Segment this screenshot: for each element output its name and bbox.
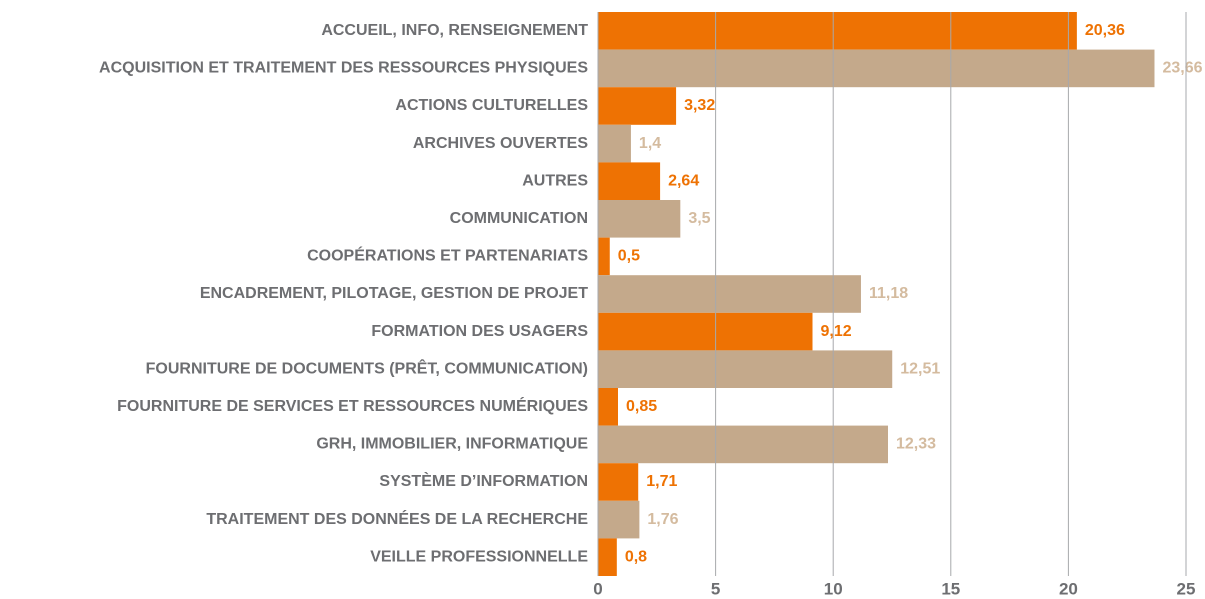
- bar: [598, 49, 1155, 88]
- x-tick-label: 20: [1059, 579, 1078, 598]
- value-label: 0,5: [618, 248, 640, 265]
- bar: [598, 463, 639, 501]
- bar: [598, 275, 861, 313]
- value-label: 11,18: [869, 285, 908, 302]
- value-label: 9,12: [821, 323, 852, 340]
- category-label: ACCUEIL, INFO, RENSEIGNEMENT: [321, 22, 588, 39]
- category-label: VEILLE PROFESSIONNELLE: [370, 548, 588, 565]
- category-label: ACQUISITION ET TRAITEMENT DES RESSOURCES…: [99, 60, 588, 77]
- bar: [598, 124, 631, 163]
- category-label: SYSTÈME D’INFORMATION: [379, 471, 588, 490]
- category-label: FORMATION DES USAGERS: [371, 323, 588, 340]
- category-label: ENCADREMENT, PILOTAGE, GESTION DE PROJET: [200, 285, 588, 302]
- bar: [598, 87, 677, 125]
- bar: [598, 388, 618, 426]
- x-tick-label: 0: [593, 579, 602, 598]
- category-label: ACTIONS CULTURELLES: [395, 97, 588, 114]
- value-label: 0,8: [625, 548, 647, 565]
- value-label: 20,36: [1085, 22, 1125, 39]
- value-label: 23,66: [1162, 60, 1202, 77]
- bar: [598, 312, 813, 351]
- value-label: 0,85: [626, 398, 657, 415]
- x-tick-label: 15: [941, 579, 960, 598]
- value-label: 1,4: [639, 135, 661, 152]
- category-label: COMMUNICATION: [450, 210, 588, 227]
- bar: [598, 425, 889, 464]
- category-label: AUTRES: [522, 172, 588, 189]
- category-label: ARCHIVES OUVERTES: [413, 135, 588, 152]
- bar: [598, 200, 681, 238]
- bar: [598, 237, 610, 276]
- x-tick-label: 5: [711, 579, 720, 598]
- bar: [598, 12, 1077, 50]
- value-label: 12,33: [896, 436, 936, 453]
- value-label: 1,76: [647, 511, 678, 528]
- category-label: GRH, IMMOBILIER, INFORMATIQUE: [316, 436, 588, 453]
- category-label: COOPÉRATIONS ET PARTENARIATS: [307, 246, 588, 265]
- value-label: 3,5: [688, 210, 710, 227]
- x-tick-label: 10: [824, 579, 843, 598]
- value-label: 1,71: [646, 473, 677, 490]
- value-label: 12,51: [900, 360, 940, 377]
- x-tick-label: 25: [1177, 579, 1196, 598]
- category-label: TRAITEMENT DES DONNÉES DE LA RECHERCHE: [206, 509, 588, 528]
- bar: [598, 500, 640, 539]
- bar: [598, 162, 661, 200]
- bar: [598, 350, 893, 388]
- bar: [598, 538, 617, 576]
- value-label: 3,32: [684, 97, 715, 114]
- category-label: FOURNITURE DE DOCUMENTS (PRÊT, COMMUNICA…: [146, 358, 588, 377]
- category-label: FOURNITURE DE SERVICES ET RESSOURCES NUM…: [117, 396, 588, 415]
- value-label: 2,64: [668, 172, 699, 189]
